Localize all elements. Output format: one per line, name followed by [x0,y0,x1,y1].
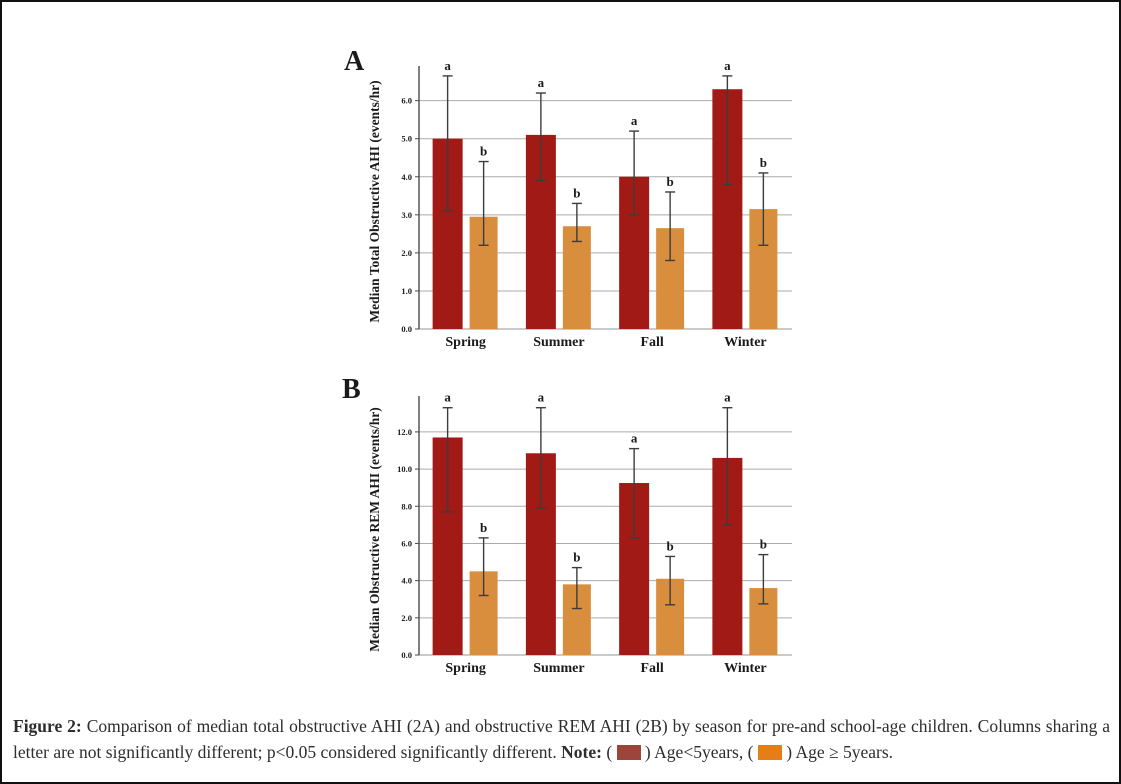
sig-letter: b [573,185,580,200]
y-tick-label: 1.0 [401,286,412,296]
y-tick-label: 2.0 [401,248,412,258]
legend-swatch-age-5-plus [757,745,782,760]
sig-letter: b [760,537,767,552]
y-tick-label: 4.0 [401,576,412,586]
x-tick-label: Winter [724,661,767,676]
caption-note-label: Note: [561,742,602,762]
y-tick-label: 6.0 [401,538,412,548]
sig-letter: b [667,174,674,189]
sig-letter: a [724,390,731,405]
x-tick-label: Fall [640,661,663,676]
x-tick-label: Fall [640,335,663,350]
y-tick-label: 4.0 [401,172,412,182]
y-tick-label: 8.0 [401,501,412,511]
bar-age-5-plus [562,226,591,329]
y-tick-label: 3.0 [401,210,412,220]
legend-paren-close-2: ) [786,742,793,762]
sig-letter: b [667,538,674,553]
chart-total-obstructive-ahi: 0.0 1.0 2.0 3.0 4.0 5.0 6.0 Median Total Obstru… [365,52,815,373]
legend-paren-open-2: ( [747,742,754,762]
y-axis-label: Median Obstructive REM AHI (events/hr) [367,407,382,651]
legend-paren-close-1: ) [644,742,651,762]
y-tick-label: 10.0 [397,464,412,474]
sig-letter: a [444,58,451,73]
y-tick-label: 12.0 [397,427,412,437]
sig-letter: a [538,75,545,90]
caption-body: Comparison of median total obstructive A… [13,716,1111,762]
y-axis-label: Median Total Obstructive AHI (events/hr) [367,80,382,322]
sig-letter: a [631,113,638,128]
sig-letter: b [573,550,580,565]
y-tick-label: 2.0 [401,613,412,623]
sig-letter: a [724,58,731,73]
y-tick-label: 0.0 [401,650,412,660]
y-tick-label: 5.0 [401,134,412,144]
sig-letter: b [480,520,487,535]
panel-label-a: A [344,46,365,77]
panel-label-b: B [342,374,361,405]
x-tick-label: Spring [445,661,485,676]
x-tick-label: Spring [445,335,485,350]
legend-swatch-age-under-5 [616,745,641,760]
sig-letter: a [538,390,545,405]
legend-paren-open-1: ( [606,742,613,762]
x-tick-label: Winter [724,335,767,350]
caption-figure-label: Figure 2: [13,716,82,736]
x-tick-label: Summer [533,661,584,676]
sig-letter: b [760,155,767,170]
figure-caption: Figure 2: Comparison of median total obs… [13,713,1110,765]
y-tick-label: 0.0 [401,324,412,334]
legend-label-age-5-plus: Age ≥ 5years. [795,742,894,762]
sig-letter: b [480,144,487,159]
sig-letter: a [631,431,638,446]
chart-b-svg: 0.0 2.0 4.0 6.0 8.0 10.0 12.0 Median Obstructiv… [367,390,792,676]
chart-a-svg: 0.0 1.0 2.0 3.0 4.0 5.0 6.0 Median Total Obstru… [367,58,792,350]
chart-obstructive-rem-ahi: 0.0 2.0 4.0 6.0 8.0 10.0 12.0 Median Obstructiv… [365,380,815,703]
x-tick-label: Summer [533,335,584,350]
y-tick-label: 6.0 [401,96,412,106]
legend-label-age-under-5: Age<5years, [654,742,744,762]
sig-letter: a [444,390,451,405]
